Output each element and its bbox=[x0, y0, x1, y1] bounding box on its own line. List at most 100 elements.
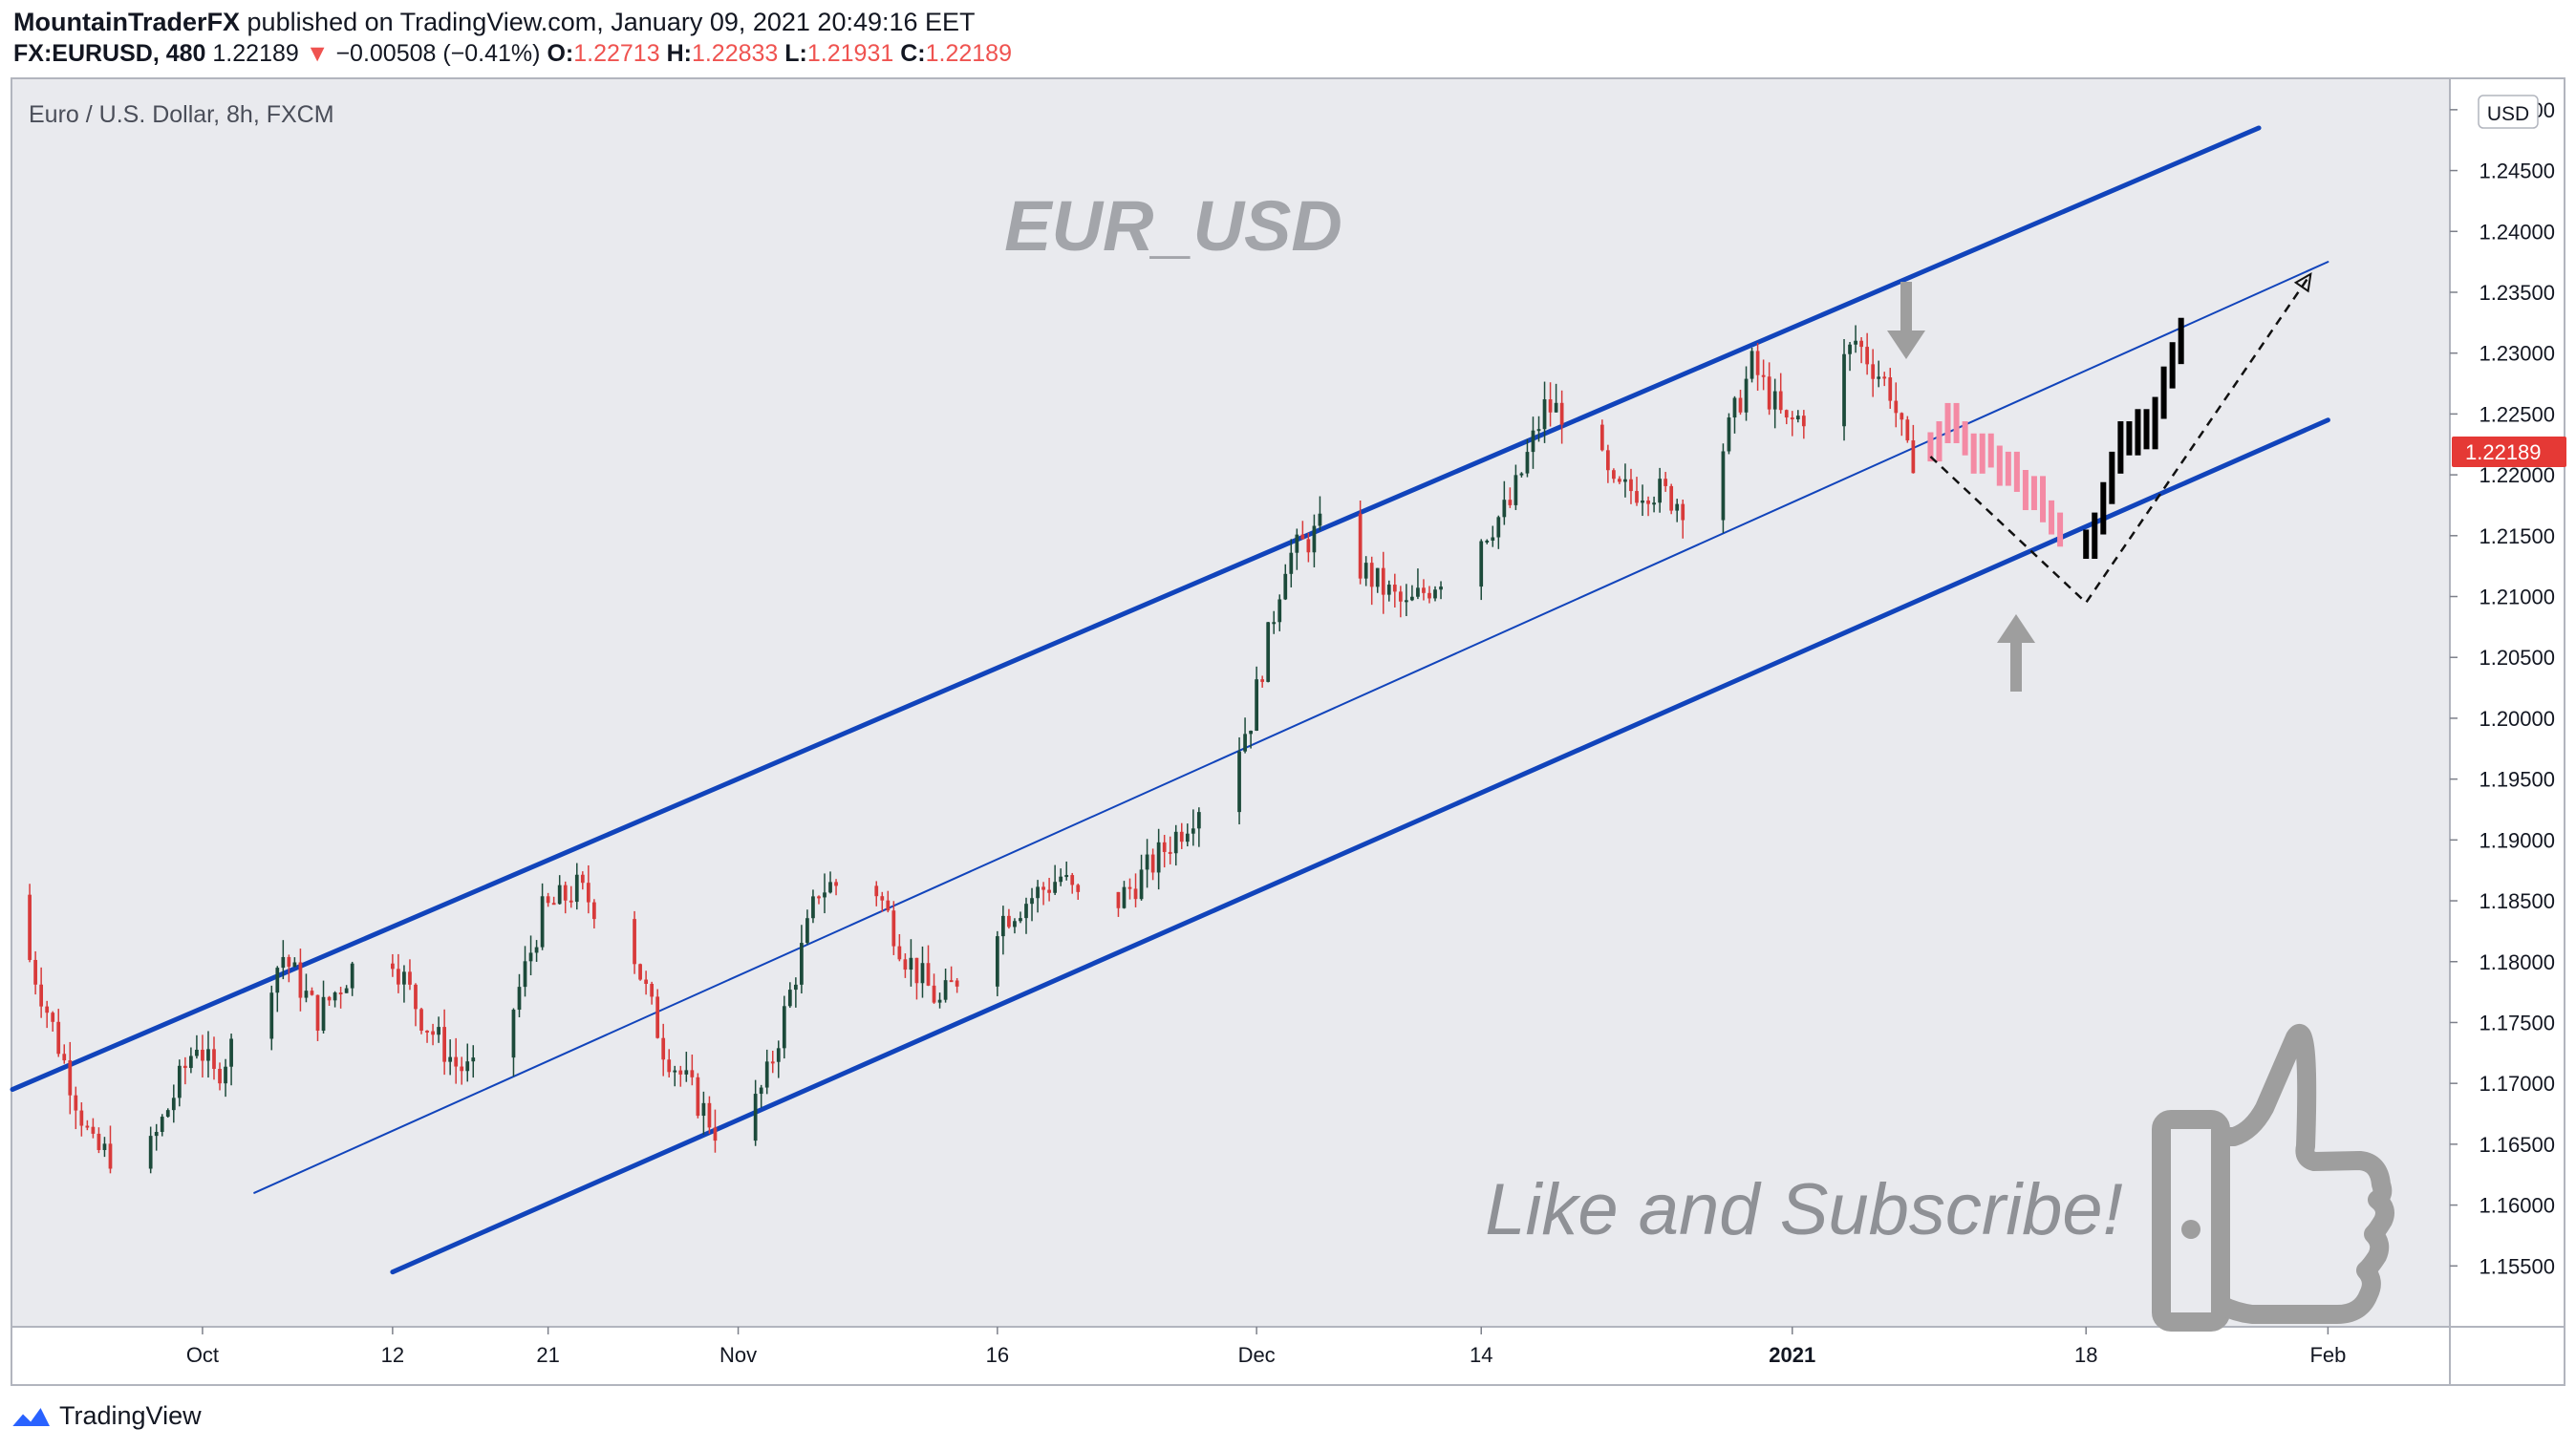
candle-body bbox=[1801, 416, 1806, 427]
candle-body bbox=[292, 962, 297, 968]
candle-body bbox=[68, 1060, 73, 1096]
time-tick-label: 14 bbox=[1470, 1343, 1492, 1367]
price-tick-label: 1.17000 bbox=[2479, 1072, 2555, 1096]
price-tick-label: 1.17500 bbox=[2479, 1011, 2555, 1034]
candle-body bbox=[574, 874, 579, 903]
candle-body bbox=[1369, 563, 1374, 587]
candle bbox=[1433, 586, 1437, 602]
candle-body bbox=[414, 984, 418, 1010]
candle-body bbox=[1842, 353, 1846, 427]
candle bbox=[1485, 539, 1490, 544]
candle-body bbox=[1750, 351, 1754, 379]
candle-body bbox=[949, 980, 954, 983]
candle-body bbox=[1196, 812, 1201, 829]
candle-body bbox=[1237, 751, 1241, 813]
candle bbox=[633, 910, 636, 974]
price-axis[interactable]: 1.250001.245001.240001.235001.230001.225… bbox=[2450, 98, 2555, 1278]
candle bbox=[1185, 823, 1190, 847]
candle-body bbox=[1623, 479, 1627, 482]
channel-line-middle bbox=[253, 261, 2329, 1194]
candle-body bbox=[1255, 679, 1258, 731]
time-tick-label: Nov bbox=[719, 1343, 757, 1367]
candles bbox=[28, 325, 1916, 1174]
candle bbox=[465, 1043, 470, 1082]
candle-body bbox=[1001, 915, 1005, 937]
candle-body bbox=[1612, 470, 1616, 480]
candle-body bbox=[1790, 417, 1794, 420]
candle bbox=[1398, 586, 1403, 618]
plot-area[interactable] bbox=[12, 79, 2449, 1327]
candle bbox=[1508, 487, 1513, 508]
candle bbox=[1266, 622, 1271, 683]
candle bbox=[1790, 411, 1794, 437]
publisher-name[interactable]: MountainTraderFX bbox=[13, 8, 241, 36]
candle bbox=[1605, 444, 1610, 483]
candle bbox=[696, 1073, 700, 1119]
candle bbox=[551, 896, 556, 906]
candle bbox=[546, 892, 550, 907]
candle-body bbox=[638, 964, 642, 980]
candle bbox=[344, 985, 349, 993]
low-label: L: bbox=[784, 40, 807, 67]
candle bbox=[154, 1123, 159, 1151]
projection-bar-down bbox=[1987, 433, 1994, 468]
time-tick-label: Dec bbox=[1238, 1343, 1276, 1367]
candle-body bbox=[148, 1136, 153, 1169]
candle bbox=[39, 967, 44, 1018]
candle-body bbox=[1150, 854, 1155, 873]
candle-body bbox=[897, 946, 902, 960]
open-value: 1.22713 bbox=[573, 40, 660, 67]
candle bbox=[1306, 532, 1311, 563]
candle-body bbox=[304, 991, 309, 998]
candle-body bbox=[1024, 904, 1028, 919]
candle bbox=[1554, 383, 1558, 413]
candle bbox=[171, 1084, 176, 1123]
projection-bar-up bbox=[2178, 317, 2184, 365]
candle-body bbox=[1905, 419, 1910, 441]
candle-body bbox=[1064, 875, 1069, 878]
candle bbox=[1156, 828, 1161, 890]
tradingview-logo-icon[interactable] bbox=[10, 1401, 52, 1430]
price-tick-label: 1.15500 bbox=[2479, 1254, 2555, 1278]
candle-body bbox=[391, 963, 395, 970]
candle bbox=[1496, 515, 1501, 549]
candle-body bbox=[160, 1117, 164, 1133]
candle-body bbox=[511, 1010, 516, 1058]
candle bbox=[926, 945, 931, 987]
candle-body bbox=[1542, 399, 1547, 430]
candle-body bbox=[442, 1027, 446, 1062]
candle bbox=[1871, 349, 1876, 397]
price-tick-label: 1.16500 bbox=[2479, 1133, 2555, 1157]
candle bbox=[1001, 906, 1005, 955]
candle-body bbox=[1548, 399, 1553, 413]
time-axis[interactable]: Oct 12 21 Nov 16 Dec 14 2021 18 Feb bbox=[186, 1327, 2347, 1367]
candle bbox=[1295, 528, 1299, 570]
candle bbox=[776, 1040, 781, 1078]
candle-body bbox=[56, 1021, 61, 1055]
candle bbox=[673, 1065, 677, 1087]
candle bbox=[1750, 347, 1754, 383]
candle-body bbox=[419, 1009, 423, 1031]
price-chart[interactable]: 1.250001.245001.240001.235001.230001.225… bbox=[0, 76, 2576, 1395]
candle bbox=[45, 1000, 50, 1029]
currency-label[interactable]: USD bbox=[2487, 103, 2529, 125]
candle bbox=[298, 949, 303, 1012]
candle-body bbox=[1306, 539, 1311, 553]
candle bbox=[1865, 332, 1870, 375]
candle bbox=[97, 1127, 101, 1154]
price-tick-label: 1.24500 bbox=[2479, 160, 2555, 183]
candle bbox=[62, 1044, 67, 1064]
candle bbox=[914, 957, 919, 1000]
candle bbox=[448, 1039, 453, 1076]
candle bbox=[1842, 338, 1846, 441]
candle bbox=[574, 863, 579, 910]
price-tick-label: 1.18500 bbox=[2479, 889, 2555, 913]
candle-body bbox=[1536, 429, 1541, 432]
currency-badge[interactable]: USD bbox=[2478, 95, 2539, 129]
candle bbox=[1727, 413, 1731, 455]
candle bbox=[201, 1034, 204, 1078]
candle-body bbox=[1162, 842, 1167, 852]
projection-bar-down bbox=[1927, 432, 1934, 462]
candle-body bbox=[171, 1098, 176, 1111]
tradingview-brand[interactable]: TradingView bbox=[59, 1400, 202, 1430]
